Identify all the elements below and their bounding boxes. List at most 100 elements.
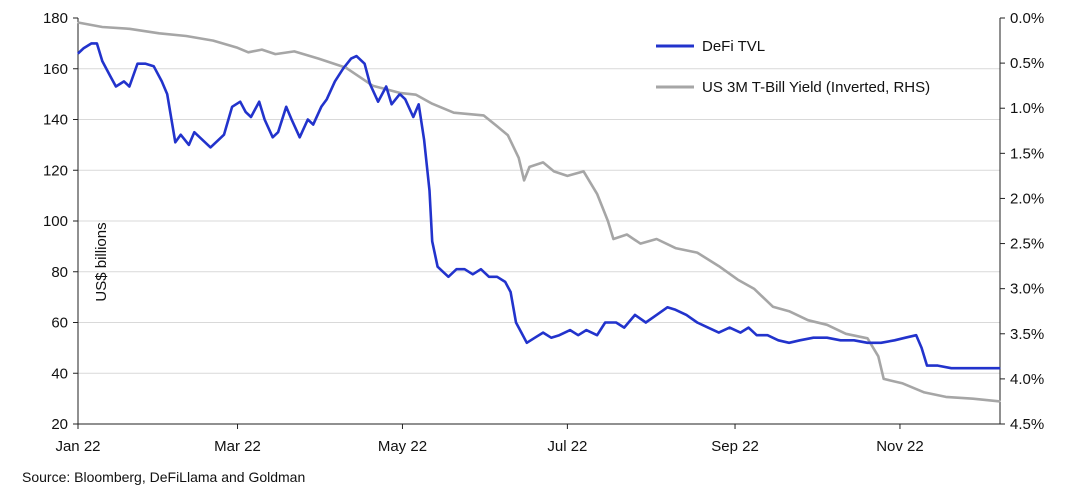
data-point xyxy=(510,291,512,293)
data-point xyxy=(812,337,815,339)
data-point xyxy=(569,329,571,331)
data-point xyxy=(239,101,241,103)
data-point xyxy=(299,136,301,138)
data-point xyxy=(372,85,374,87)
data-point xyxy=(218,139,220,141)
data-point xyxy=(826,337,828,339)
data-point xyxy=(839,339,842,341)
data-point xyxy=(231,106,233,108)
data-point xyxy=(258,101,260,103)
data-point xyxy=(312,124,314,126)
points-us-3m-t-bill-yield-inverted-rhs xyxy=(77,21,1001,402)
data-point xyxy=(604,321,606,324)
source-note: Source: Bloomberg, DeFiLlama and Goldman xyxy=(22,469,305,485)
data-point xyxy=(274,53,276,55)
data-point xyxy=(90,42,93,45)
data-point xyxy=(515,321,517,324)
data-point xyxy=(201,139,203,141)
data-point xyxy=(209,146,212,148)
data-point xyxy=(777,339,779,341)
data-point xyxy=(542,332,544,334)
data-point xyxy=(853,339,855,341)
data-point xyxy=(656,314,658,316)
data-point xyxy=(101,60,103,62)
data-point xyxy=(350,58,352,60)
data-point xyxy=(145,63,147,65)
data-point xyxy=(318,58,320,60)
y2-tick-label: 3.5% xyxy=(1010,326,1044,343)
y-tick-label: 180 xyxy=(43,10,68,27)
data-point xyxy=(894,339,896,341)
data-point xyxy=(756,334,758,336)
series-lines xyxy=(77,21,1001,403)
y-tick-label: 60 xyxy=(51,315,68,332)
data-point xyxy=(158,32,160,34)
y-tick-label: 100 xyxy=(43,213,68,230)
data-point xyxy=(399,93,401,95)
data-point xyxy=(193,131,195,133)
y2-tick-label: 2.5% xyxy=(1010,236,1044,253)
data-point xyxy=(626,233,628,236)
data-point xyxy=(718,332,720,334)
data-point xyxy=(507,134,509,136)
data-point xyxy=(212,40,214,42)
data-point xyxy=(115,85,117,88)
data-point xyxy=(585,329,587,331)
y-tick-label: 120 xyxy=(43,162,68,179)
data-point xyxy=(223,134,225,136)
data-point xyxy=(523,179,525,181)
data-point xyxy=(945,396,947,398)
data-point xyxy=(656,238,658,240)
data-point xyxy=(153,65,155,67)
legend: DeFi TVL US 3M T-Bill Yield (Inverted, R… xyxy=(656,38,930,96)
data-point xyxy=(123,80,125,82)
data-point xyxy=(261,49,263,51)
data-point xyxy=(307,118,309,121)
data-point xyxy=(345,67,347,69)
data-point xyxy=(707,327,709,329)
data-point xyxy=(247,51,249,53)
data-point xyxy=(921,347,923,349)
data-point xyxy=(718,265,720,267)
data-point xyxy=(999,400,1001,402)
data-point xyxy=(236,47,239,49)
data-point xyxy=(534,337,536,339)
data-point xyxy=(431,103,433,105)
data-point xyxy=(415,94,417,96)
right-y-ticks: 0.0% 0.5% 1.0% 1.5% 2.0% 2.5% 3.0% 3.5% 4.0% 4.5% xyxy=(1000,10,1044,433)
data-point xyxy=(950,367,952,369)
data-point xyxy=(77,21,79,24)
data-point xyxy=(526,342,528,344)
data-point xyxy=(596,193,598,195)
data-point xyxy=(136,63,139,65)
data-point xyxy=(926,365,928,367)
data-point xyxy=(612,238,615,240)
data-point xyxy=(161,80,163,82)
points-defi-tvl xyxy=(77,42,1001,369)
data-point xyxy=(999,367,1001,369)
data-point xyxy=(185,35,187,37)
y2-tick-label: 1.0% xyxy=(1010,100,1044,117)
left-y-ticks: 20 40 60 80 100 120 140 160 180 xyxy=(43,10,78,433)
data-point xyxy=(77,52,79,55)
data-point xyxy=(639,243,642,245)
y2-tick-label: 3.0% xyxy=(1010,281,1044,298)
data-point xyxy=(326,98,328,100)
data-point xyxy=(437,266,439,268)
data-point xyxy=(645,321,647,324)
data-point xyxy=(355,55,358,57)
data-point xyxy=(845,333,847,335)
data-point xyxy=(391,103,393,105)
data-point xyxy=(799,339,801,341)
data-point xyxy=(320,106,322,108)
data-point xyxy=(666,306,669,308)
x-tick-label: Sep 22 xyxy=(711,438,759,455)
data-point xyxy=(583,170,585,172)
x-ticks: Jan 22 Mar 22 May 22 Jul 22 Sep 22 Nov 22 xyxy=(55,424,924,455)
data-point xyxy=(101,26,103,28)
data-point xyxy=(577,334,579,336)
data-point xyxy=(250,116,252,118)
data-point xyxy=(291,118,293,121)
data-point xyxy=(464,268,466,270)
data-point xyxy=(520,332,523,334)
